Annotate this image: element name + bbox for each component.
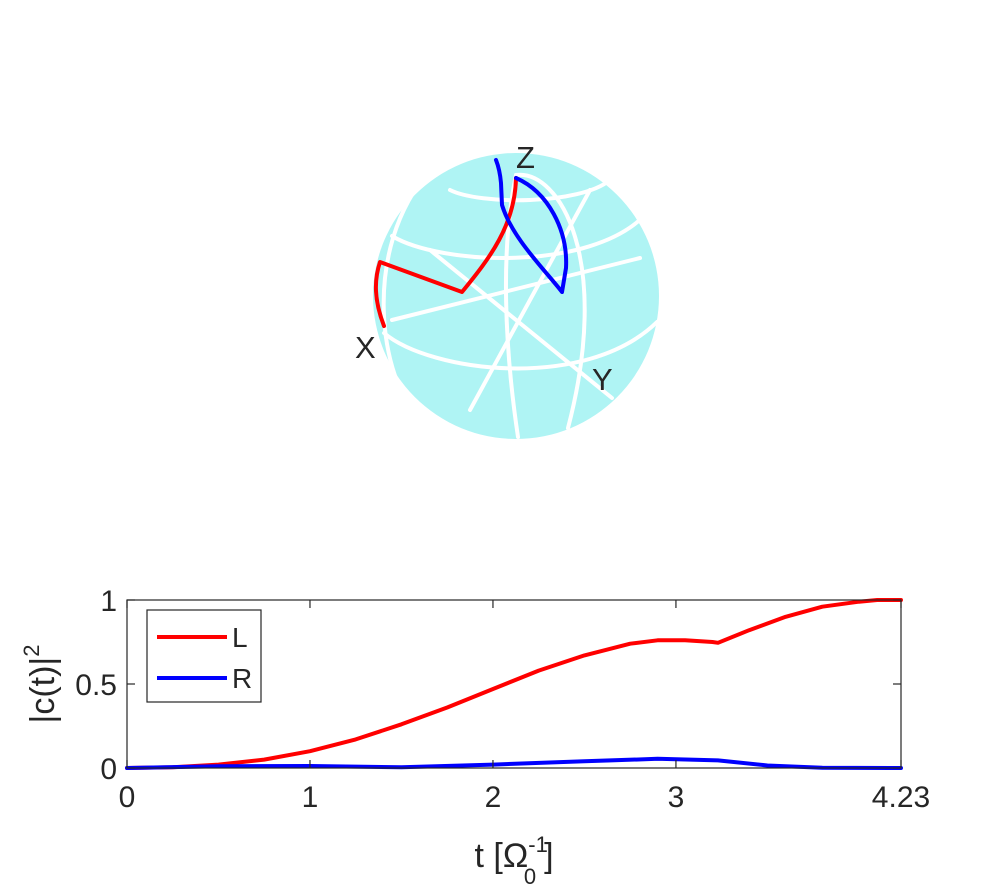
y-tick-label: 0 [100,753,117,786]
y-axis-label: |c(t)|2 [19,644,62,723]
bloch-sphere-panel: Z X Y [355,140,659,439]
x-tick-label: 4.23 [872,781,930,814]
y-tick-label: 1 [100,585,117,618]
x-label-main: t [Ω [474,837,528,875]
bloch-axis-label-x: X [355,330,376,365]
grid-diagonal-3 [468,188,592,412]
grid-meridian-x [381,168,432,422]
x-label-end: ] [544,837,553,875]
series-line-l [125,598,903,770]
series-layer [125,598,903,770]
sphere-grid-lines [381,168,659,439]
ticks-layer: 0 1 2 3 4.23 0 0.5 1 [75,585,930,814]
grid-diagonal-2 [428,248,614,400]
legend-label-l: L [232,622,248,653]
y-label-main: |c(t)| [24,657,62,724]
x-label-sub: 0 [524,864,536,889]
x-tick-label: 1 [302,781,319,814]
x-axis-label: t [Ω-1 0] [474,832,553,889]
grid-meridian-y [514,172,587,430]
bloch-axis-label-z: Z [516,140,535,175]
y-tick-label: 0.5 [75,669,117,702]
y-label-sup: 2 [19,644,44,656]
x-tick-label: 3 [668,781,685,814]
bloch-axis-label-y: Y [592,362,613,397]
grid-latitude-upper [390,213,647,260]
grid-latitude-top [448,178,612,203]
legend: L R [146,609,262,703]
bloch-sphere [373,153,659,439]
trajectory-l [373,176,518,328]
grid-diagonal-1 [390,256,642,322]
trajectories [373,158,569,328]
x-tick-label: 2 [485,781,502,814]
legend-box [146,609,262,703]
x-tick-label: 0 [119,781,136,814]
series-line-r [125,756,903,770]
legend-label-r: R [232,663,252,694]
x-label-sup: -1 [528,832,548,857]
trajectory-r [494,158,569,294]
